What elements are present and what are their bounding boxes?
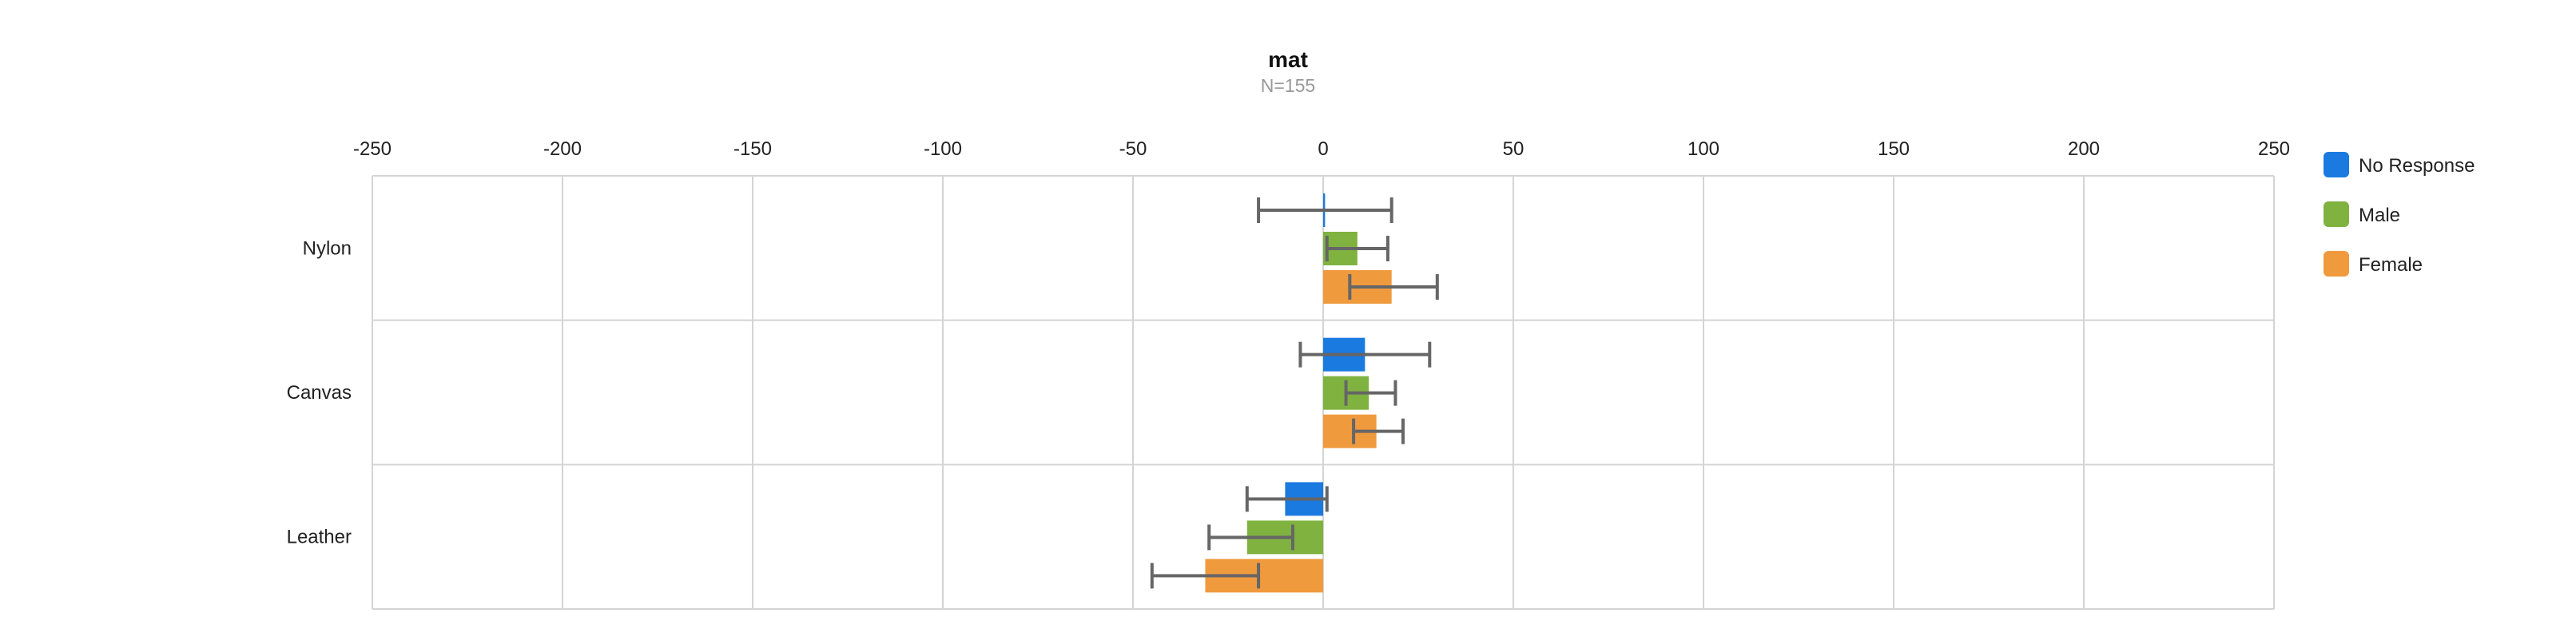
legend-label: No Response — [2359, 155, 2475, 177]
legend-swatch — [2324, 201, 2349, 227]
category-label: Nylon — [303, 237, 352, 259]
error-bar — [1344, 380, 1397, 406]
error-bar — [1245, 486, 1329, 512]
x-tick-label: -200 — [543, 138, 582, 160]
error-bar — [1207, 524, 1294, 551]
category-labels: Nylon Canvas Leather — [287, 237, 352, 547]
error-bar — [1325, 236, 1389, 261]
x-tick-label: 0 — [1318, 138, 1328, 160]
x-tick-label: -150 — [733, 138, 772, 160]
x-tick-label: -250 — [353, 138, 392, 160]
error-bar — [1298, 341, 1432, 368]
legend-item[interactable]: Female — [2324, 251, 2423, 277]
legend-item[interactable]: Male — [2324, 201, 2400, 227]
chart-title: mat — [1268, 47, 1308, 72]
x-axis-ticks: -250 -200 -150 -100 -50 0 50 100 150 200 250 — [353, 138, 2290, 160]
legend[interactable]: No Response Male Female — [2324, 152, 2475, 277]
error-bar — [1257, 197, 1393, 223]
chart-subtitle: N=155 — [1261, 75, 1315, 96]
x-tick-label: 100 — [1688, 138, 1719, 160]
x-tick-label: -100 — [924, 138, 962, 160]
category-label: Canvas — [287, 382, 352, 404]
category-label: Leather — [287, 527, 352, 548]
x-tick-label: 200 — [2068, 138, 2100, 160]
x-tick-label: -50 — [1119, 138, 1147, 160]
legend-swatch — [2324, 251, 2349, 277]
error-bar — [1348, 274, 1439, 300]
x-tick-label: 150 — [1878, 138, 1910, 160]
legend-label: Male — [2359, 205, 2400, 226]
x-tick-label: 250 — [2258, 138, 2290, 160]
legend-swatch — [2324, 152, 2349, 177]
x-tick-label: 50 — [1503, 138, 1525, 160]
error-bars — [1150, 197, 1439, 589]
legend-label: Female — [2359, 254, 2423, 276]
error-bar — [1352, 418, 1405, 444]
error-bar — [1150, 563, 1261, 589]
legend-item[interactable]: No Response — [2324, 152, 2475, 177]
